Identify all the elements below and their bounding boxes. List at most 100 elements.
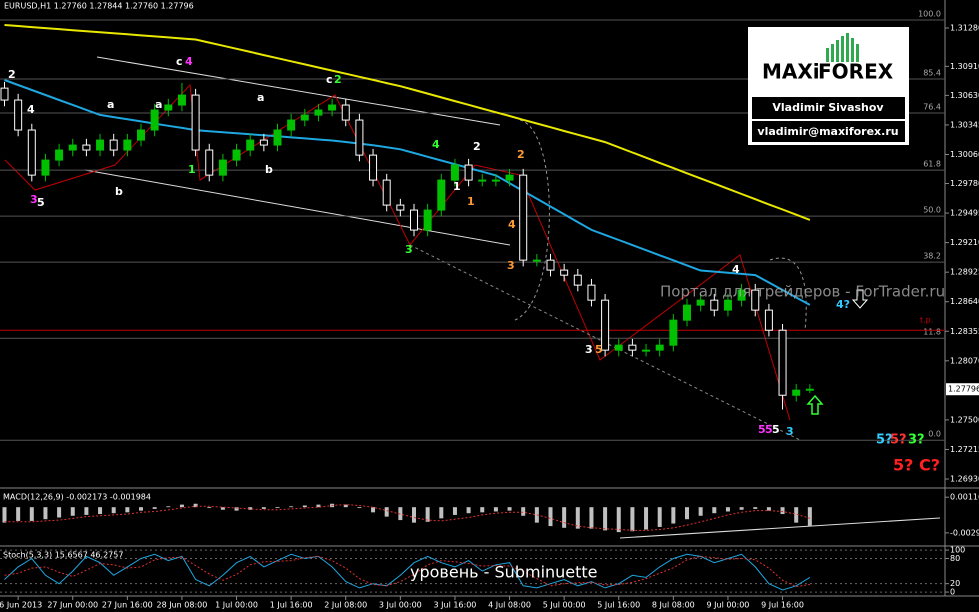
wave-label: 4 [27, 103, 35, 116]
macd-bar [548, 507, 553, 527]
macd-bar [29, 507, 34, 521]
candle-body [396, 204, 405, 211]
wave-label: 1 [467, 195, 475, 208]
wave-label: a [257, 91, 264, 104]
wave-label: 2 [334, 73, 342, 86]
tp-label: t.p. [920, 316, 933, 325]
macd-bar [493, 507, 498, 512]
wave-label: 5? [890, 433, 907, 448]
macd-bar [412, 507, 416, 523]
wave-label: 3 [507, 259, 515, 272]
candle-body [0, 87, 9, 101]
indicator-label: MACD(12,26,9) -0.002173 -0.001984 [3, 493, 151, 502]
y-tick-label: 1.30345 [950, 120, 979, 129]
wave-label: 4 [508, 218, 516, 231]
candle-body [68, 144, 77, 151]
x-tick-label: 1 Jul 16:00 [270, 601, 313, 610]
candle-body [751, 289, 760, 311]
y-tick-label: 1.28070 [950, 356, 979, 365]
macd-bar [739, 507, 744, 510]
wave-label: 4 [185, 55, 193, 68]
candle-body [655, 344, 664, 351]
candle-body [737, 289, 746, 301]
fib-label: 11.8 [923, 328, 941, 337]
wave-label: 5? [876, 433, 893, 448]
macd-bar [630, 507, 635, 532]
candle-body [218, 159, 227, 176]
macd-bar [275, 507, 280, 509]
y-tick-label: 80 [950, 554, 960, 563]
logo-brand: MAXi [762, 60, 820, 84]
y-tick-label: 1.30910 [950, 62, 979, 71]
channel-line [96, 56, 501, 126]
fib-label: 61.8 [923, 160, 941, 169]
symbol-header: EURUSD,H1 1.27760 1.27844 1.27760 1.2779… [4, 2, 194, 11]
candle-body [137, 129, 145, 141]
macd-bar [780, 507, 785, 515]
caption: уровень - Subminuette [410, 563, 598, 582]
logo-band [752, 121, 905, 142]
candle-body [150, 109, 159, 131]
macd-bar [753, 507, 758, 509]
candle-body [355, 119, 364, 156]
wave-label: 5 [37, 196, 45, 209]
x-tick-label: 4 Jul 08:00 [488, 601, 531, 610]
candle-body [246, 139, 255, 151]
candle-body [805, 388, 814, 391]
candle-body [410, 209, 418, 231]
macd-bar [685, 507, 689, 520]
macd-bar [507, 507, 512, 511]
x-tick-label: 5 Jul 00:00 [543, 601, 586, 610]
channel-line [84, 169, 511, 246]
candle-body [96, 139, 105, 151]
wave-label: a [155, 98, 162, 111]
candle-body [710, 299, 719, 311]
candle-body [764, 309, 773, 331]
x-tick-label: 3 Jul 16:00 [434, 601, 477, 610]
wave-label: c [176, 55, 183, 68]
macd-bar [562, 507, 567, 528]
y-tick-label: 1.30060 [950, 150, 979, 159]
y-tick-label: 1.27500 [950, 415, 979, 424]
last-price-label: 1.27796 [948, 385, 979, 394]
candle-body [532, 259, 541, 262]
candle-body [382, 179, 391, 206]
macd-bar [193, 503, 198, 508]
wave-label: 5 [758, 423, 766, 436]
author-name: Vladimir Sivashov [772, 101, 884, 114]
macd-bar [698, 507, 703, 516]
y-tick-label: 100 [950, 546, 965, 555]
y-tick-label: 1.27215 [950, 445, 979, 454]
wave-label: 5 [765, 423, 773, 436]
candle-body [601, 299, 610, 351]
macd-bar [139, 507, 143, 511]
wave-label: 3 [30, 193, 38, 206]
wave-label: 4 [432, 138, 440, 151]
candle-body [683, 304, 691, 321]
x-tick-label: 9 Jul 16:00 [761, 601, 804, 610]
x-tick-label: 3 Jul 00:00 [379, 601, 422, 610]
macd-bar [766, 507, 771, 511]
candle-body [573, 274, 582, 286]
moving-average [4, 79, 811, 306]
macd-bar [125, 507, 130, 513]
macd-bar [166, 506, 171, 508]
candle-body [519, 174, 528, 261]
macd-bar [289, 506, 294, 508]
candle-body [642, 349, 651, 352]
candle-body [587, 284, 596, 301]
logo-band [752, 97, 905, 119]
candle-body [560, 269, 569, 276]
macd-signal [4, 504, 811, 531]
x-tick-label: 27 Jun 00:00 [47, 601, 98, 610]
candle-body [450, 164, 459, 181]
macd-bar [384, 507, 389, 517]
moving-average [4, 24, 811, 221]
candle-body [423, 209, 432, 231]
candle-body [723, 299, 732, 311]
wave-label: 5? C? [893, 456, 940, 475]
macd-bar [807, 507, 812, 527]
macd-bar [603, 507, 608, 531]
x-tick-label: 27 Jun 16:00 [102, 601, 153, 610]
candle-body [259, 139, 268, 146]
